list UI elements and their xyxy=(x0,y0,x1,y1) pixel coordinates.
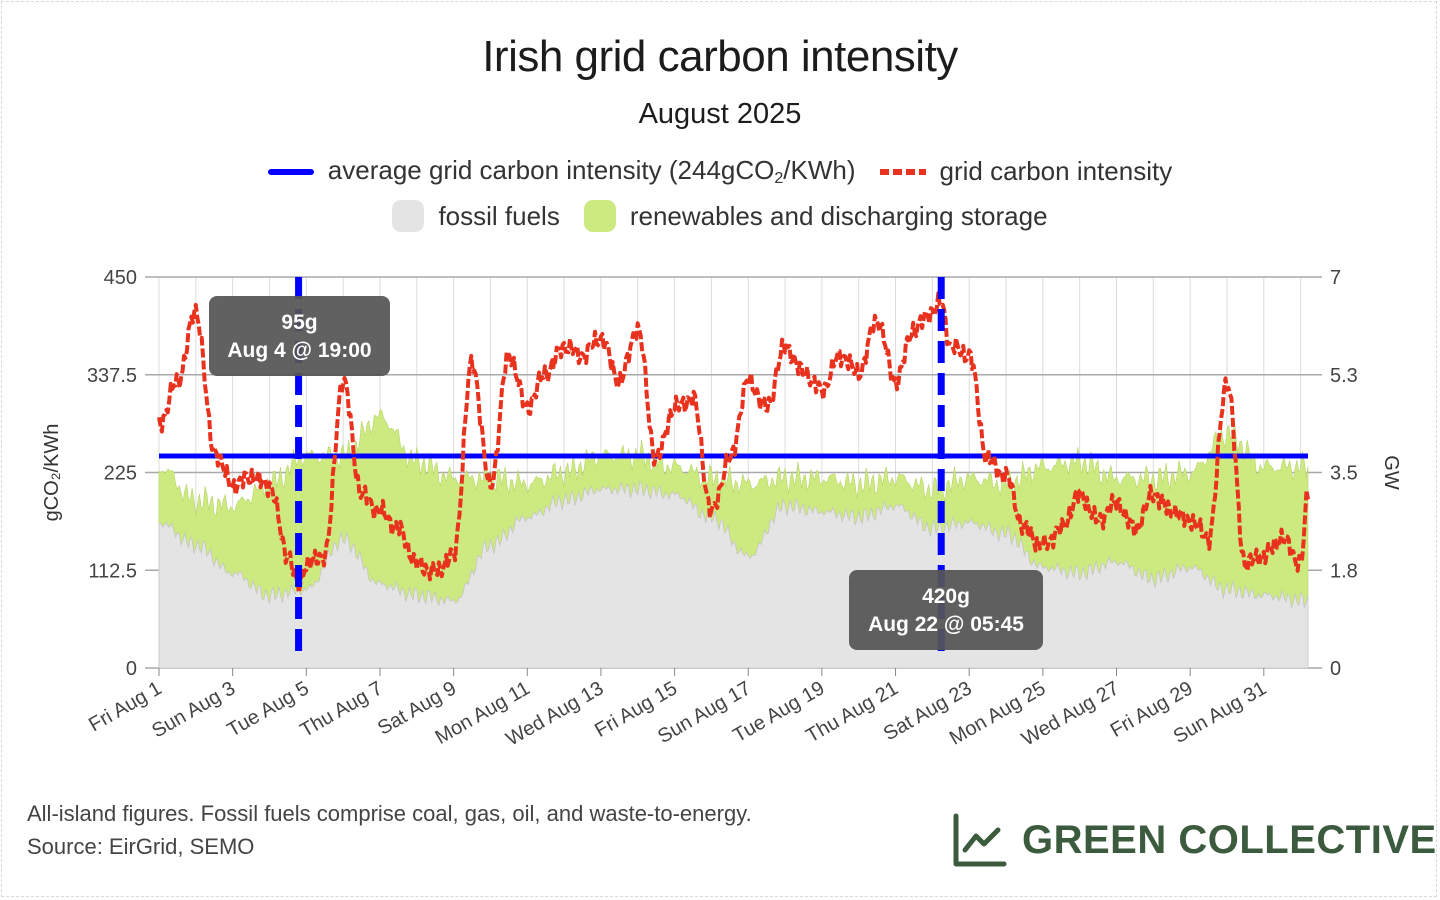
annotation-box xyxy=(849,570,1043,650)
x-tick-label: Sun Aug 3 xyxy=(148,677,239,742)
annotation-value-label: 420g xyxy=(922,585,970,608)
carbon-intensity-line xyxy=(157,291,1310,595)
y-right-tick-label: 7 xyxy=(1330,267,1341,289)
legend-item-renewables[interactable]: renewables and discharging storage xyxy=(583,200,1048,232)
y-left-tick-label: 0 xyxy=(126,658,137,680)
fossil-swatch xyxy=(392,200,425,232)
legend-row-lines: average grid carbon intensity (244gCO2/K… xyxy=(0,155,1440,188)
y-left-tick-label: 225 xyxy=(104,463,137,485)
legend-item-fossil[interactable]: fossil fuels xyxy=(392,200,560,232)
brand-logo[interactable]: GREEN COLLECTIVE xyxy=(952,812,1437,868)
average-line-swatch xyxy=(267,168,314,175)
legend-row-areas: fossil fuels renewables and discharging … xyxy=(0,200,1440,232)
legend-item-intensity[interactable]: grid carbon intensity xyxy=(879,156,1173,187)
y-right-axis-title: GW xyxy=(1380,455,1402,490)
annotation-time-label: Aug 22 @ 05:45 xyxy=(868,613,1024,636)
brand-name: GREEN COLLECTIVE xyxy=(1022,817,1437,862)
y-right-tick-label: 0 xyxy=(1330,658,1341,680)
annotation-box xyxy=(209,296,390,376)
y-left-axis-title: gCO₂/KWh xyxy=(41,424,63,522)
footnote-source: Source: EirGrid, SEMO xyxy=(27,834,255,859)
chart-subtitle: August 2025 xyxy=(638,98,802,130)
x-tick-label: Thu Aug 7 xyxy=(296,677,386,742)
annotation-value-label: 95g xyxy=(281,311,317,334)
footnote-line-1: All-island figures. Fossil fuels compris… xyxy=(27,801,752,826)
legend-item-average[interactable]: average grid carbon intensity (244gCO2/K… xyxy=(267,155,856,188)
annotations: 95g Aug 4 @ 19:00 420g Aug 22 @ 05:45 xyxy=(209,277,1043,658)
y-right-tick-label: 1.8 xyxy=(1330,560,1358,582)
annotation-time-label: Aug 4 @ 19:00 xyxy=(227,339,371,362)
legend-label-fossil: fossil fuels xyxy=(438,200,560,231)
chart-title: Irish grid carbon intensity xyxy=(482,32,958,81)
x-tick-label: Tue Aug 5 xyxy=(223,677,312,741)
y-left-tick-label: 450 xyxy=(104,267,137,289)
legend-label-average: average grid carbon intensity (244gCO2/K… xyxy=(327,155,856,187)
dashed-line-swatch xyxy=(879,168,926,175)
legend-label-renewables: renewables and discharging storage xyxy=(629,200,1048,231)
y-left-tick-label: 337.5 xyxy=(87,365,137,387)
y-right-tick-label: 5.3 xyxy=(1330,365,1358,387)
y-left-tick-label: 112.5 xyxy=(88,560,137,582)
legend-label-intensity: grid carbon intensity xyxy=(939,156,1173,186)
renewables-swatch xyxy=(583,200,616,232)
y-right-tick-label: 3.5 xyxy=(1330,463,1358,485)
line-chart-icon xyxy=(953,813,1007,867)
line-layers xyxy=(157,291,1310,595)
